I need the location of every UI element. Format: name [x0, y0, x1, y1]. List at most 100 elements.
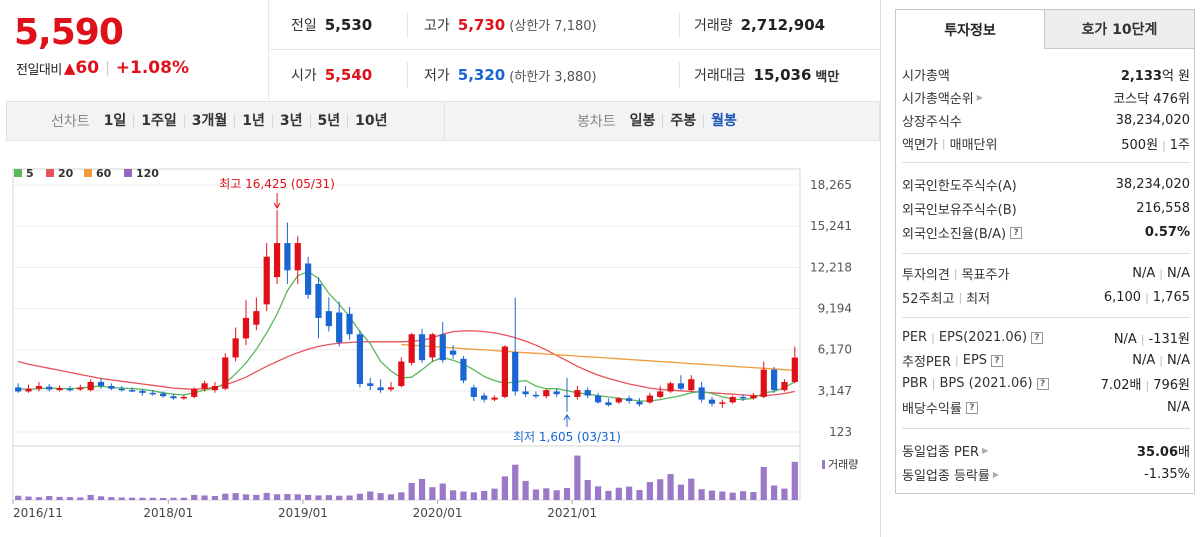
candle-body: [439, 334, 446, 361]
candle-body: [594, 395, 602, 403]
volume-bar: [377, 493, 384, 500]
legend-label: 120: [136, 167, 159, 180]
industry-per-label: 동일업종 PER: [902, 445, 980, 460]
period-3y[interactable]: 3년: [271, 114, 310, 128]
market-cap-row: 시가총액 2,133억 원: [902, 63, 1190, 86]
bps-label: BPS (2021.06): [939, 376, 1033, 391]
period-daily[interactable]: 일봉: [629, 113, 656, 129]
period-10y[interactable]: 10년: [347, 114, 394, 128]
candle-body: [66, 388, 74, 391]
dividend-value: N/A: [1167, 400, 1190, 415]
candle-body: [35, 386, 42, 389]
trade-value-amount: 15,036: [753, 66, 812, 84]
upper-limit: (상한가 7,180): [509, 19, 597, 34]
help-icon[interactable]: ?: [1036, 377, 1049, 390]
foreign-holding-value: 216,558: [1136, 201, 1190, 216]
volume-bar: [429, 487, 436, 500]
investment-info-panel: 투자정보 호가 10단계 시가총액 2,133억 원 시가총액순위 ▶ 코스닥 4…: [895, 9, 1195, 494]
candle-body: [77, 387, 84, 390]
candle-body: [512, 351, 519, 392]
par-value-row: 액면가 | 매매단위 500원 | 1주: [902, 132, 1190, 155]
volume-label: 거래량: [694, 17, 733, 34]
period-3m[interactable]: 3개월: [183, 114, 235, 128]
volume-bar: [201, 495, 208, 500]
ma60-line: [401, 343, 795, 372]
volume-bar: [584, 480, 591, 500]
candle-body: [336, 312, 343, 343]
period-1y[interactable]: 1년: [234, 114, 272, 128]
candle-body: [118, 388, 125, 391]
candle-body: [46, 386, 53, 390]
line-chart-periods: 선차트 1일 1주일 3개월 1년 3년 5년 10년: [7, 102, 445, 140]
section-divider: [902, 428, 1190, 429]
divider: |: [958, 291, 963, 304]
period-weekly[interactable]: 주봉: [662, 114, 703, 128]
chevron-right-icon[interactable]: ▶: [982, 446, 989, 455]
y-tick-label: 12,218: [810, 260, 852, 274]
volume-bar: [750, 492, 757, 500]
section-divider: [902, 162, 1190, 163]
candle-body: [242, 317, 250, 339]
volume-bar: [512, 464, 519, 500]
foreign-limit-row: 외국인한도주식수(A) 38,234,020: [902, 173, 1190, 196]
dividend-row: 배당수익률? N/A: [902, 396, 1190, 419]
period-1w[interactable]: 1주일: [133, 114, 184, 128]
candle-body: [97, 381, 105, 387]
candle-body: [739, 396, 747, 399]
industry-per-unit: 배: [1178, 445, 1190, 460]
chevron-right-icon[interactable]: ▶: [976, 93, 983, 102]
candle-body: [470, 387, 477, 397]
volume-bar: [729, 492, 736, 500]
tab-order-book[interactable]: 호가 10단계: [1045, 9, 1195, 49]
period-5y[interactable]: 5년: [309, 114, 348, 128]
plot-frame: [12, 168, 801, 447]
volume-bar: [791, 461, 798, 500]
listed-shares-value: 38,234,020: [1115, 113, 1190, 128]
help-icon[interactable]: ?: [965, 401, 978, 414]
volume-bar: [180, 497, 187, 500]
tab-investment-info[interactable]: 투자정보: [895, 9, 1045, 49]
volume-bar: [273, 494, 281, 500]
high-label: 고가: [424, 17, 450, 34]
per-label: PER: [902, 330, 928, 345]
volume-bar: [491, 488, 498, 500]
divider: |: [105, 60, 110, 76]
help-icon[interactable]: ?: [991, 354, 1004, 367]
volume-bar: [263, 492, 270, 500]
candle-body: [139, 390, 146, 393]
volume-bar: [118, 497, 125, 500]
est-eps-label: EPS: [962, 353, 988, 368]
volume-bar: [760, 466, 767, 500]
volume-bar: [77, 497, 84, 500]
candle-body: [543, 390, 550, 397]
volume-bar: [532, 489, 540, 500]
period-monthly[interactable]: 월봉: [703, 114, 744, 128]
chevron-right-icon[interactable]: ▶: [992, 470, 1000, 479]
trade-value-label: 거래대금: [694, 68, 746, 84]
candle-body: [781, 381, 788, 391]
low-price: 저가 5,320 (하한가 3,880): [407, 62, 679, 88]
prev-close-label: 전일: [291, 17, 317, 34]
candle-body: [128, 390, 136, 392]
help-icon[interactable]: ?: [1031, 331, 1044, 344]
candle-body: [563, 395, 571, 398]
industry-change-value: -1.35%: [1144, 467, 1190, 482]
volume-bar: [305, 494, 312, 500]
volume-bar: [636, 490, 643, 500]
help-icon[interactable]: ?: [1010, 226, 1023, 239]
candle-body: [481, 395, 488, 400]
volume-bar: [56, 496, 63, 500]
par-value-value: 500원: [1121, 138, 1159, 153]
x-tick-label: 2020/01: [413, 506, 463, 520]
market-cap-rank-value: 코스닥 476위: [1113, 92, 1190, 107]
eps-label: EPS(2021.06): [938, 330, 1028, 345]
candle-body: [191, 388, 198, 397]
low-label: 저가: [424, 68, 450, 84]
period-selector: 선차트 1일 1주일 3개월 1년 3년 5년 10년 봉차트 일봉 주봉 월봉: [6, 101, 880, 141]
candle-body: [791, 357, 798, 382]
section-divider: [902, 253, 1190, 254]
candle-body: [418, 334, 426, 361]
period-1d[interactable]: 1일: [103, 113, 127, 129]
week52-low-value: 1,765: [1152, 290, 1190, 305]
candle-body: [677, 383, 685, 389]
